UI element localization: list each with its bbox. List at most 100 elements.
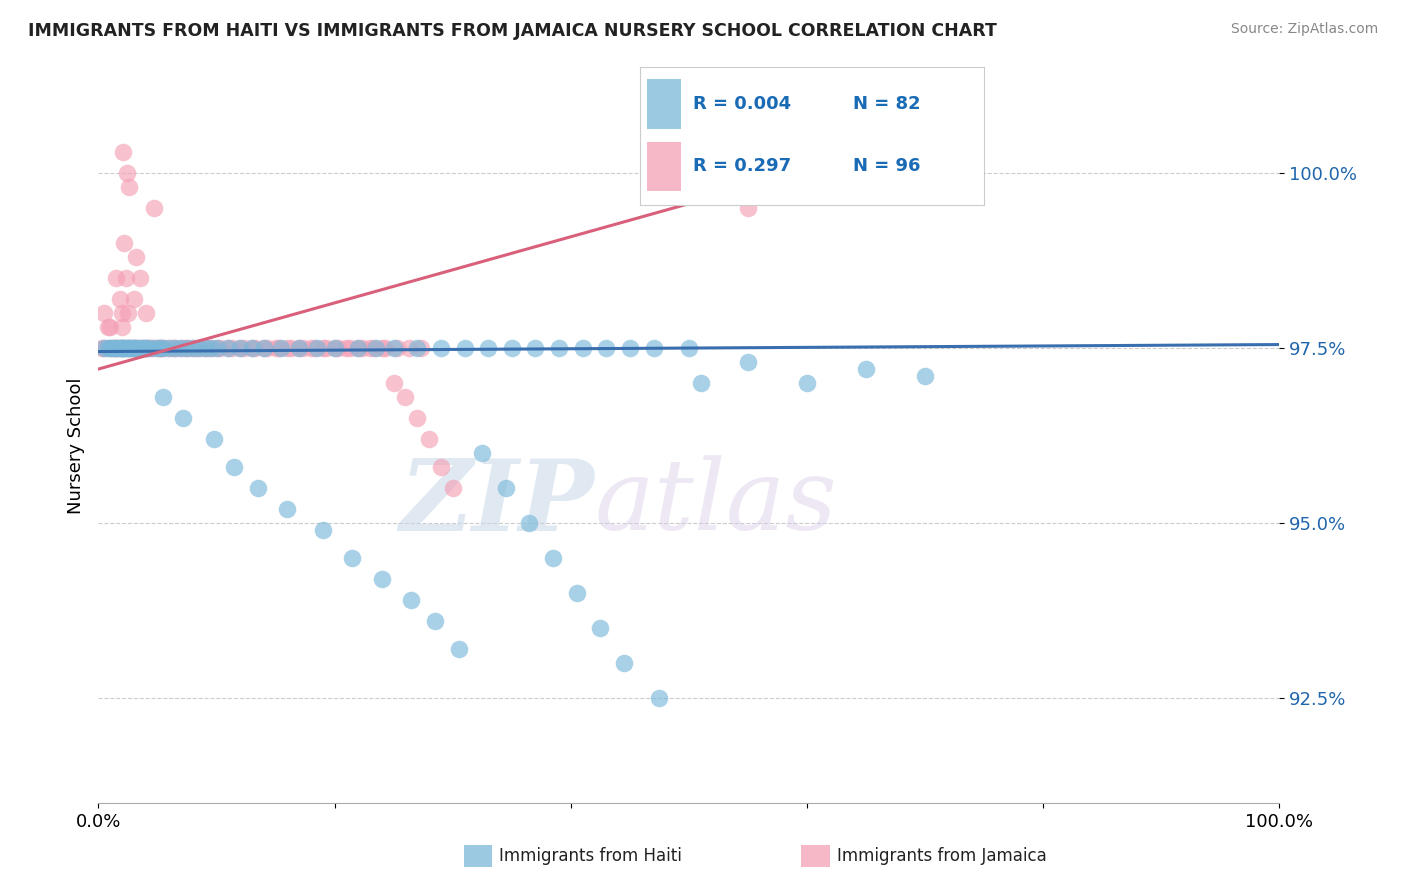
- Point: [111, 341, 134, 355]
- Point: [132, 341, 155, 355]
- Bar: [647, 142, 681, 191]
- Point: [108, 292, 131, 306]
- Text: Source: ZipAtlas.com: Source: ZipAtlas.com: [1230, 22, 1378, 37]
- Point: [240, 341, 263, 355]
- Point: [121, 341, 143, 355]
- Point: [135, 341, 157, 355]
- Point: [548, 341, 571, 355]
- Point: [127, 341, 149, 355]
- Point: [221, 341, 243, 355]
- Point: [152, 341, 174, 355]
- Point: [157, 341, 180, 355]
- Point: [128, 271, 150, 285]
- Point: [120, 341, 142, 355]
- Point: [524, 341, 547, 355]
- Point: [112, 341, 135, 355]
- Point: [114, 341, 136, 355]
- Point: [359, 341, 381, 355]
- Point: [165, 341, 187, 355]
- Point: [398, 341, 420, 355]
- Point: [117, 341, 139, 355]
- Text: atlas: atlas: [595, 456, 837, 550]
- Point: [350, 341, 373, 355]
- Point: [571, 341, 593, 355]
- Text: Immigrants from Jamaica: Immigrants from Jamaica: [837, 847, 1046, 865]
- Point: [217, 341, 239, 355]
- Point: [253, 341, 276, 355]
- Point: [501, 341, 523, 355]
- Point: [138, 341, 160, 355]
- Point: [170, 341, 193, 355]
- Point: [172, 411, 194, 425]
- Point: [519, 516, 541, 530]
- Point: [105, 341, 128, 355]
- Point: [217, 341, 239, 355]
- Point: [430, 460, 453, 475]
- Point: [97, 320, 120, 334]
- Point: [256, 341, 278, 355]
- Point: [595, 341, 617, 355]
- Point: [176, 341, 198, 355]
- Point: [108, 341, 131, 355]
- Point: [339, 341, 361, 355]
- Point: [98, 341, 121, 355]
- Point: [135, 341, 157, 355]
- Point: [117, 341, 139, 355]
- Point: [125, 250, 148, 264]
- Point: [589, 621, 612, 635]
- Point: [150, 341, 173, 355]
- Point: [406, 341, 429, 355]
- Point: [565, 586, 588, 600]
- Point: [122, 341, 145, 355]
- Point: [128, 341, 150, 355]
- Point: [186, 341, 208, 355]
- Point: [394, 390, 416, 404]
- Point: [181, 341, 204, 355]
- Point: [142, 201, 165, 215]
- Point: [132, 341, 155, 355]
- Text: ZIP: ZIP: [399, 455, 595, 551]
- Point: [406, 411, 429, 425]
- Point: [613, 656, 636, 670]
- Point: [194, 341, 217, 355]
- Point: [430, 341, 453, 355]
- Point: [678, 341, 700, 355]
- Point: [108, 341, 131, 355]
- Point: [111, 320, 134, 334]
- Point: [170, 341, 193, 355]
- Point: [146, 341, 169, 355]
- Point: [619, 341, 641, 355]
- Point: [270, 341, 292, 355]
- Point: [91, 341, 114, 355]
- Point: [648, 690, 671, 705]
- Point: [689, 376, 711, 390]
- Text: Immigrants from Haiti: Immigrants from Haiti: [499, 847, 682, 865]
- Point: [152, 390, 174, 404]
- Point: [149, 341, 172, 355]
- Point: [105, 341, 128, 355]
- Point: [197, 341, 219, 355]
- Point: [200, 341, 222, 355]
- Point: [914, 369, 936, 384]
- Point: [453, 341, 475, 355]
- Point: [347, 341, 370, 355]
- Point: [342, 550, 364, 565]
- Point: [125, 341, 148, 355]
- Point: [323, 341, 346, 355]
- Point: [246, 481, 269, 495]
- Point: [93, 341, 115, 355]
- Point: [205, 341, 228, 355]
- Point: [280, 341, 302, 355]
- Point: [276, 502, 298, 516]
- Point: [112, 236, 135, 251]
- Point: [122, 341, 145, 355]
- Point: [229, 341, 252, 355]
- Point: [276, 341, 298, 355]
- Point: [103, 341, 125, 355]
- Point: [288, 341, 311, 355]
- Point: [157, 341, 180, 355]
- Point: [441, 481, 464, 495]
- Point: [363, 341, 385, 355]
- Point: [495, 481, 517, 495]
- Point: [202, 432, 225, 446]
